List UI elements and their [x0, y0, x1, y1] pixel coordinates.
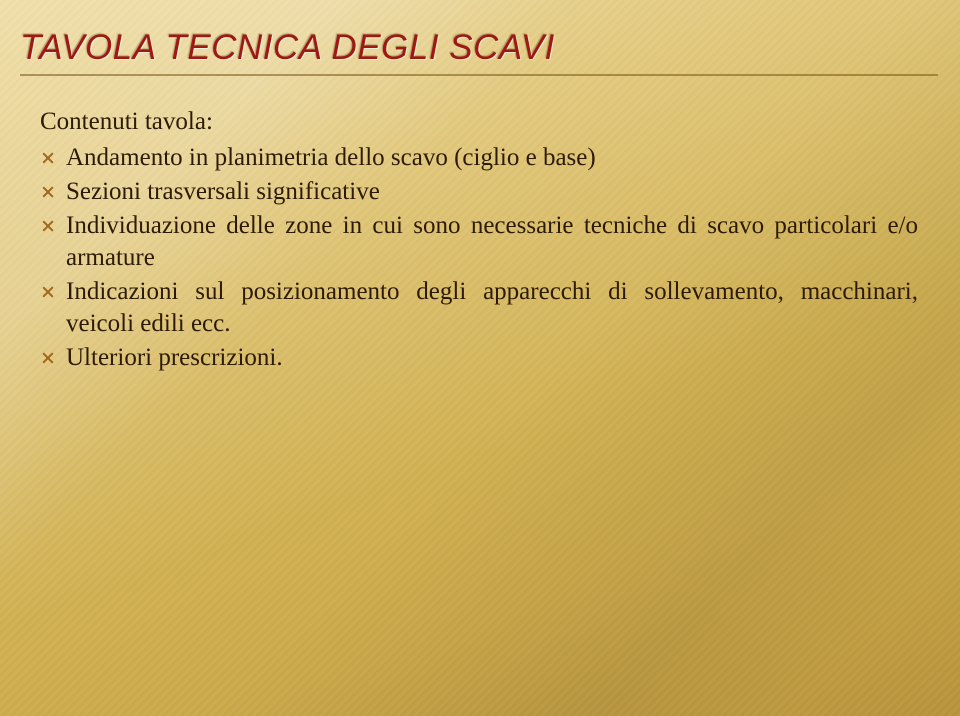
title-bar: TAVOLA TECNICA DEGLI SCAVI	[0, 0, 960, 76]
list-item: Ulteriori prescrizioni.	[40, 342, 918, 374]
lead-text: Contenuti tavola:	[40, 106, 918, 138]
title-underline: TAVOLA TECNICA DEGLI SCAVI	[20, 28, 938, 76]
list-item-text: Andamento in planimetria dello scavo (ci…	[66, 144, 596, 171]
slide-title: TAVOLA TECNICA DEGLI SCAVI	[20, 28, 938, 68]
x-bullet-icon	[42, 220, 54, 232]
list-item-text: Ulteriori prescrizioni.	[66, 344, 283, 371]
list-item: Sezioni trasversali significative	[40, 176, 918, 208]
x-bullet-icon	[42, 286, 54, 298]
x-bullet-icon	[42, 352, 54, 364]
list-item: Indicazioni sul posizionamento degli app…	[40, 276, 918, 340]
x-bullet-icon	[42, 152, 54, 164]
slide-body: Contenuti tavola: Andamento in planimetr…	[0, 76, 960, 374]
bullet-list: Andamento in planimetria dello scavo (ci…	[40, 142, 918, 374]
x-bullet-icon	[42, 186, 54, 198]
list-item: Andamento in planimetria dello scavo (ci…	[40, 142, 918, 174]
list-item-text: Individuazione delle zone in cui sono ne…	[66, 212, 918, 271]
list-item-text: Sezioni trasversali significative	[66, 178, 380, 205]
list-item: Individuazione delle zone in cui sono ne…	[40, 210, 918, 274]
list-item-text: Indicazioni sul posizionamento degli app…	[66, 278, 918, 337]
